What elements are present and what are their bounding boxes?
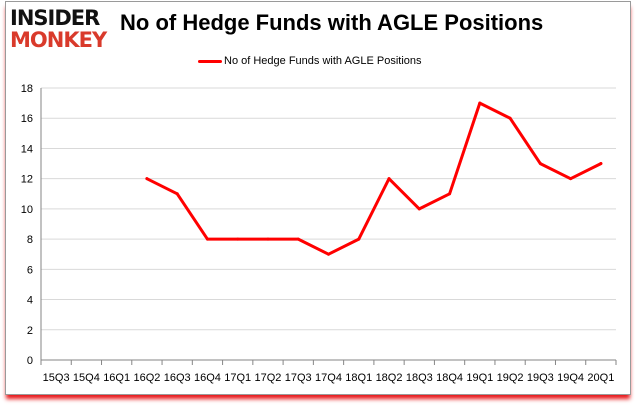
x-tick-label: 18Q1 bbox=[345, 372, 372, 384]
data-point bbox=[387, 177, 391, 181]
y-tick-label: 8 bbox=[27, 234, 33, 246]
logo-line1: INSIDER bbox=[10, 6, 100, 30]
data-point bbox=[478, 101, 482, 105]
legend: No of Hedge Funds with AGLE Positions bbox=[198, 55, 422, 67]
x-tick-label: 16Q3 bbox=[164, 372, 191, 384]
series-line bbox=[145, 101, 603, 256]
y-tick-label: 16 bbox=[21, 113, 33, 125]
y-tick-label: 18 bbox=[21, 83, 33, 95]
x-tick-label: 18Q4 bbox=[436, 372, 463, 384]
x-tick-label: 16Q2 bbox=[133, 372, 160, 384]
y-tick-label: 6 bbox=[27, 264, 33, 276]
data-point bbox=[508, 116, 512, 120]
y-tick-label: 4 bbox=[27, 295, 33, 307]
y-tick-label: 12 bbox=[21, 174, 33, 186]
x-tick-label: 18Q3 bbox=[406, 372, 433, 384]
x-tick-label: 17Q3 bbox=[285, 372, 312, 384]
data-point bbox=[417, 207, 421, 211]
y-tick-label: 14 bbox=[21, 143, 33, 155]
x-tick-label: 19Q1 bbox=[466, 372, 493, 384]
logo-line2: MONKEY bbox=[10, 28, 107, 52]
data-point bbox=[327, 252, 330, 256]
x-tick-label: 15Q4 bbox=[73, 372, 100, 384]
x-tick-label: 19Q4 bbox=[557, 372, 584, 384]
insider-monkey-logo: INSIDER MONKEY bbox=[10, 6, 118, 52]
data-point bbox=[599, 162, 603, 166]
data-point bbox=[205, 237, 209, 241]
data-point bbox=[569, 177, 573, 181]
x-tick-label: 20Q1 bbox=[587, 372, 614, 384]
data-point bbox=[236, 237, 240, 241]
data-point bbox=[357, 237, 361, 241]
y-tick-label: 10 bbox=[21, 204, 33, 216]
x-tick-label: 19Q2 bbox=[497, 372, 524, 384]
data-point bbox=[538, 162, 542, 166]
data-point bbox=[266, 237, 270, 241]
x-tick-label: 17Q1 bbox=[224, 372, 251, 384]
x-tick-label: 16Q4 bbox=[194, 372, 221, 384]
y-tick-label: 0 bbox=[27, 355, 33, 367]
chart-title: No of Hedge Funds with AGLE Positions bbox=[120, 10, 544, 35]
data-point bbox=[296, 237, 300, 241]
x-tick-label: 16Q1 bbox=[103, 372, 130, 384]
data-point bbox=[448, 192, 452, 196]
data-point bbox=[175, 192, 179, 196]
y-tick-label: 2 bbox=[27, 325, 33, 337]
data-point bbox=[145, 177, 149, 181]
x-tick-label: 18Q2 bbox=[376, 372, 403, 384]
x-tick-label: 17Q2 bbox=[255, 372, 282, 384]
x-tick-label: 19Q3 bbox=[527, 372, 554, 384]
x-tick-label: 17Q4 bbox=[315, 372, 342, 384]
legend-label: No of Hedge Funds with AGLE Positions bbox=[224, 55, 422, 67]
x-tick-label: 15Q3 bbox=[43, 372, 70, 384]
legend-swatch bbox=[198, 59, 222, 63]
